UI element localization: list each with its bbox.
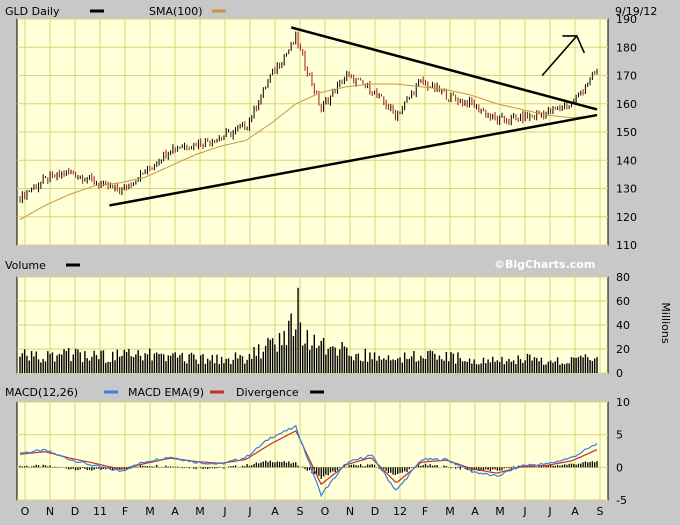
macd-y-axis: -5 0 5 10 <box>616 396 630 507</box>
x-tick-label: F <box>122 505 128 518</box>
x-axis-labels: O N D 11 F M A M J J A S O N D 12 F M A M J J A S <box>21 505 604 518</box>
watermark: ©BigCharts.com <box>494 258 595 271</box>
divergence-legend-title: Divergence <box>236 386 299 399</box>
upper-trendline <box>290 26 598 111</box>
macd-tick-label: 0 <box>616 461 623 474</box>
macd-marks <box>19 424 598 498</box>
price-tick-label: 150 <box>616 126 637 139</box>
volume-marks <box>19 287 598 373</box>
volume-title: Volume <box>5 259 46 272</box>
x-tick-label: J <box>547 505 551 518</box>
price-tick-label: 180 <box>616 41 637 54</box>
x-tick-label: A <box>571 505 579 518</box>
x-tick-label: 11 <box>93 505 107 518</box>
x-tick-label: M <box>195 505 205 518</box>
x-tick-label: O <box>321 505 330 518</box>
x-tick-label: M <box>145 505 155 518</box>
price-tick-label: 170 <box>616 70 637 83</box>
macd-tick-label: 5 <box>616 429 623 442</box>
price-y-axis: 110 120 130 140 150 160 170 180 190 <box>616 13 637 252</box>
volume-tick-label: 0 <box>616 367 623 380</box>
sma-line <box>19 83 598 221</box>
price-tick-label: 160 <box>616 98 637 111</box>
x-tick-label: N <box>46 505 54 518</box>
macd-line <box>19 424 598 498</box>
volume-tick-label: 20 <box>616 343 630 356</box>
price-legend-title: GLD Daily <box>5 5 60 18</box>
x-tick-label: D <box>71 505 79 518</box>
price-tick-label: 110 <box>616 239 637 252</box>
x-tick-label: J <box>222 505 226 518</box>
x-tick-label: A <box>171 505 179 518</box>
x-tick-label: N <box>346 505 354 518</box>
macd-panel <box>16 401 609 501</box>
volume-y-axis: 0 20 40 60 80 <box>616 271 630 380</box>
macd-legend-title: MACD(12,26) <box>5 386 78 399</box>
price-tick-label: 130 <box>616 183 637 196</box>
x-tick-label: J <box>247 505 251 518</box>
x-tick-label: M <box>495 505 505 518</box>
x-tick-label: M <box>445 505 455 518</box>
price-grid <box>17 18 608 246</box>
x-tick-label: D <box>371 505 379 518</box>
macd-ema-line <box>19 430 598 486</box>
macd-ema-legend-title: MACD EMA(9) <box>128 386 204 399</box>
date-label: 9/19/12 <box>615 5 657 18</box>
x-tick-label: J <box>522 505 526 518</box>
sma-legend-title: SMA(100) <box>149 5 203 18</box>
x-tick-label: F <box>422 505 428 518</box>
price-tick-label: 140 <box>616 154 637 167</box>
annotations <box>109 26 598 207</box>
volume-tick-label: 80 <box>616 271 630 284</box>
x-tick-label: A <box>471 505 479 518</box>
volume-tick-label: 60 <box>616 295 630 308</box>
x-tick-label: S <box>597 505 604 518</box>
price-tick-label: 190 <box>616 13 637 26</box>
price-marks <box>19 31 598 221</box>
volume-y-label: Millions <box>659 302 672 343</box>
macd-tick-label: -5 <box>616 494 627 507</box>
x-tick-label: O <box>21 505 30 518</box>
x-tick-label: S <box>297 505 304 518</box>
x-tick-label: 12 <box>393 505 407 518</box>
price-tick-label: 120 <box>616 211 637 224</box>
lower-trendline <box>109 113 598 207</box>
volume-tick-label: 40 <box>616 319 630 332</box>
macd-tick-label: 10 <box>616 396 630 409</box>
x-tick-label: A <box>271 505 279 518</box>
